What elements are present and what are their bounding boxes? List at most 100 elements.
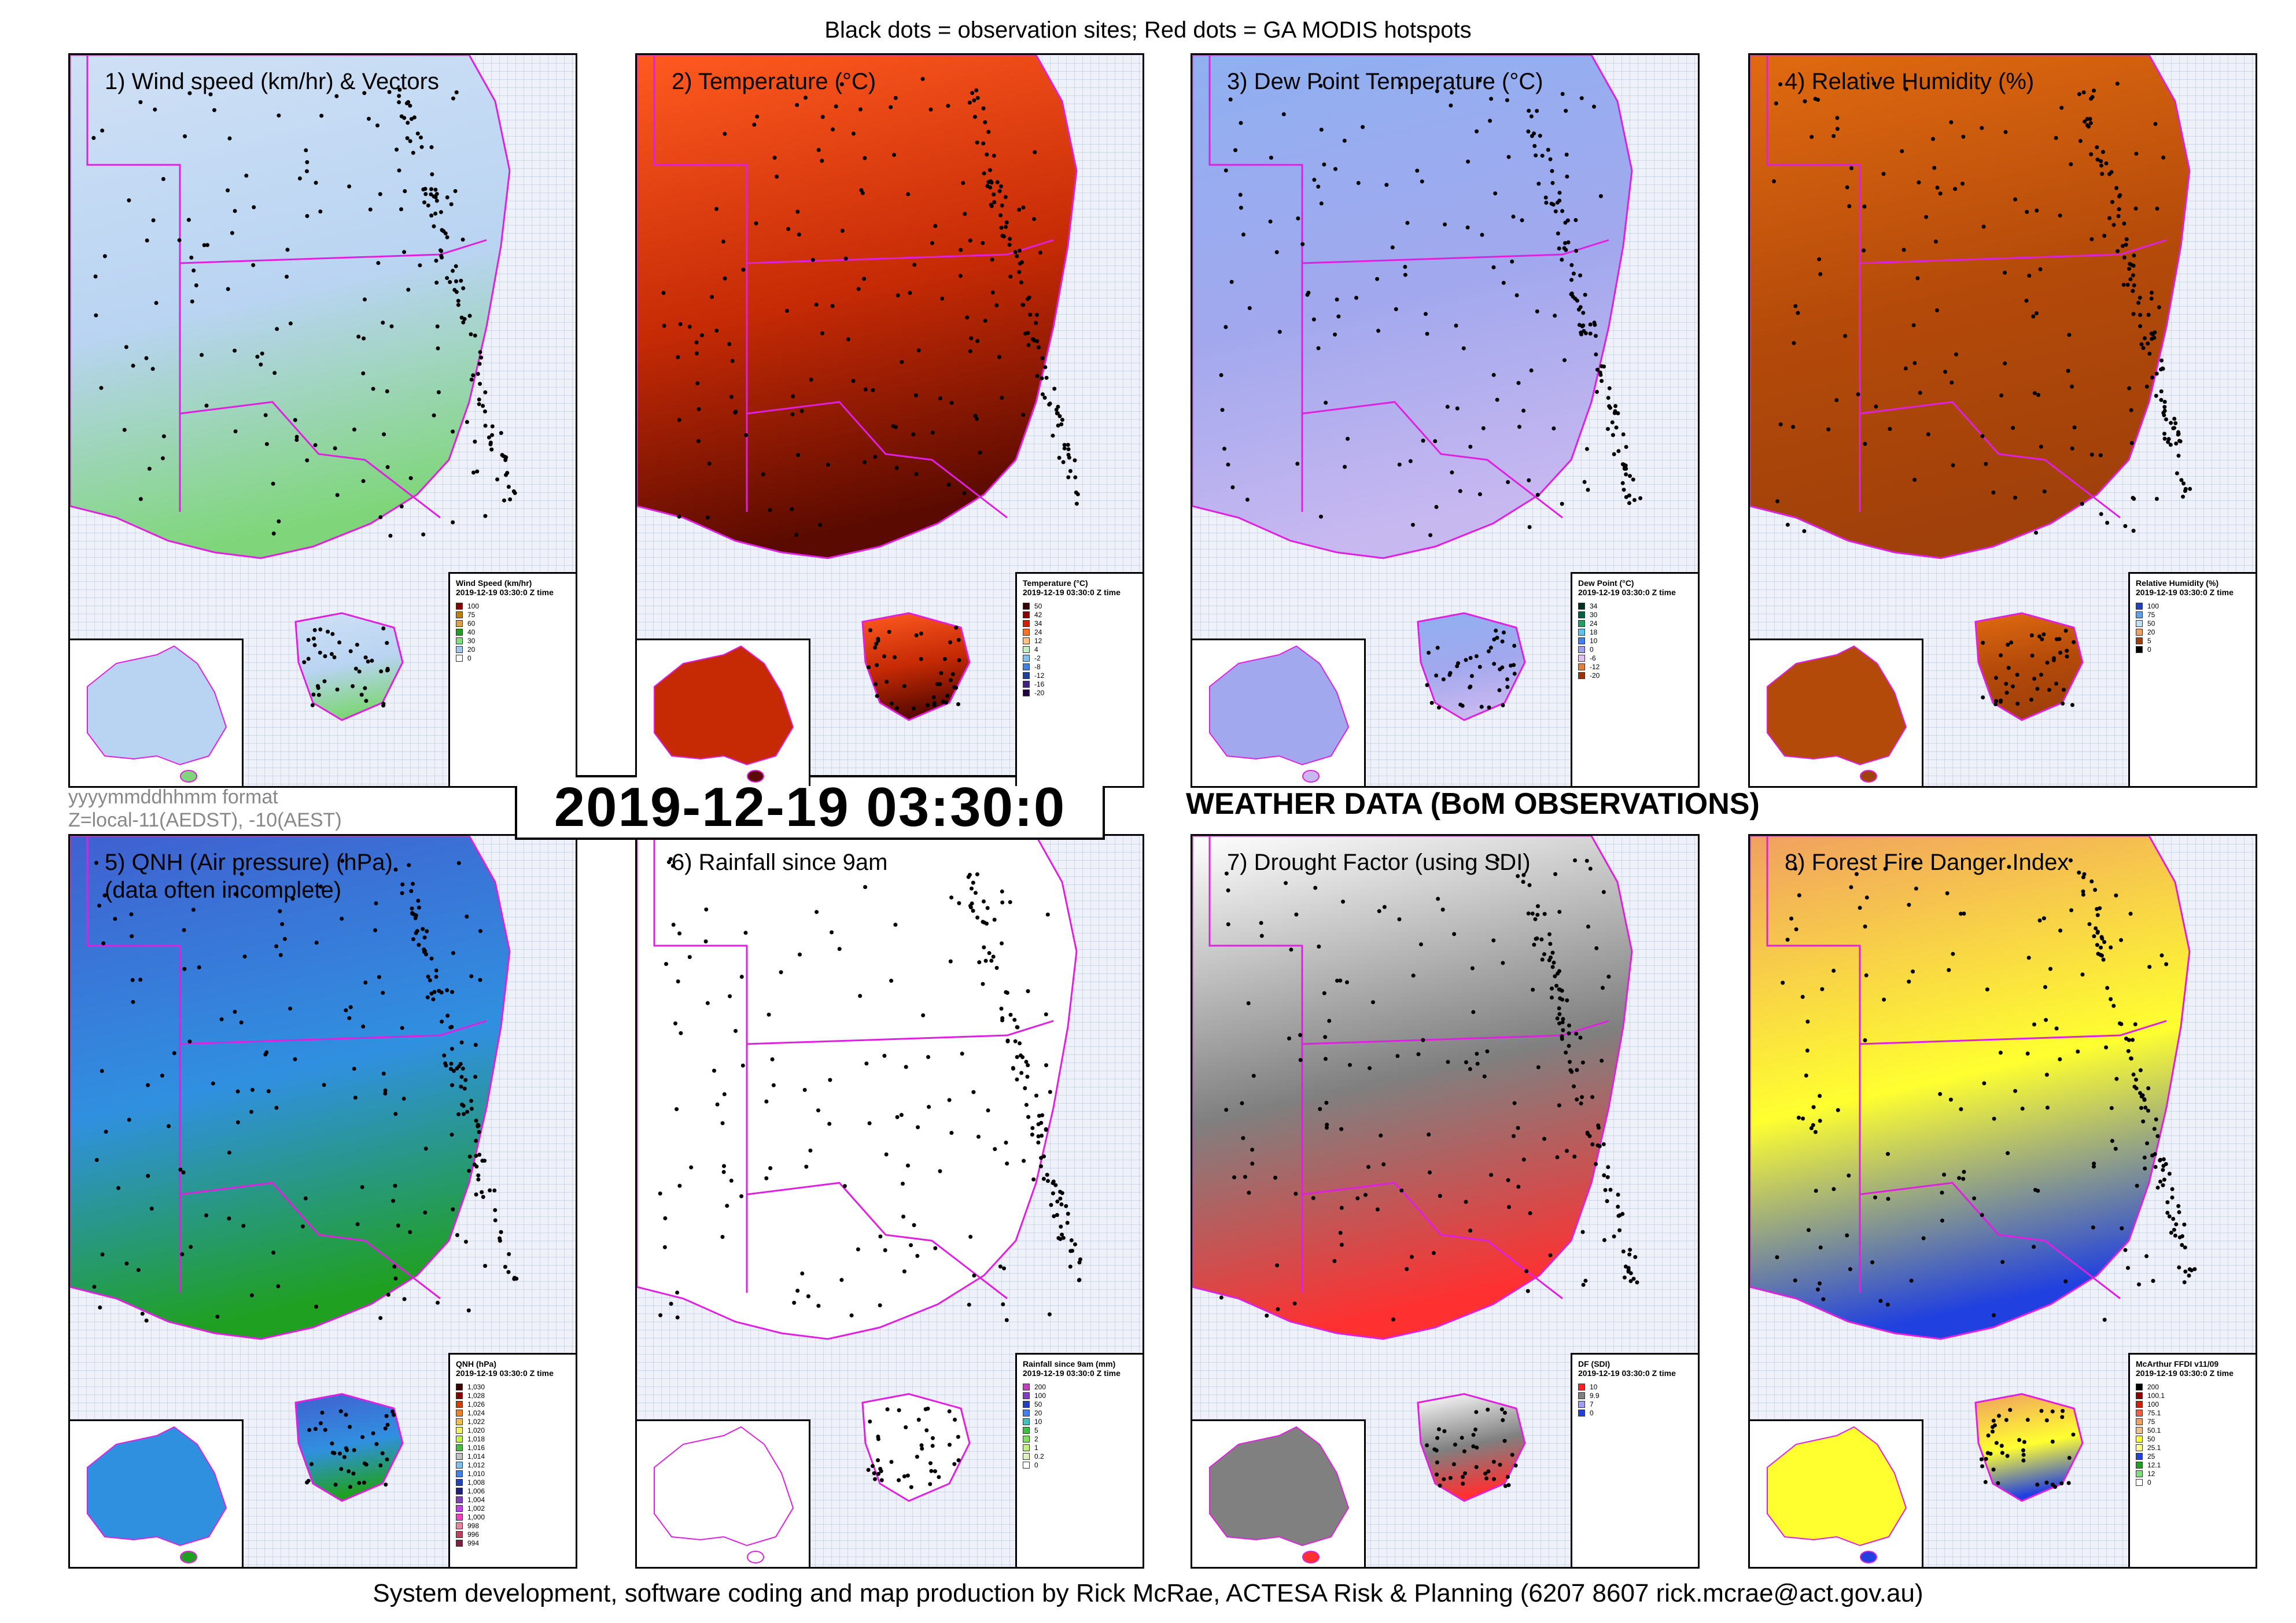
observation-site-dot — [661, 290, 666, 295]
observation-site-dot — [873, 455, 878, 459]
observation-site-dot — [1464, 1200, 1468, 1204]
legend-swatch — [1578, 1383, 1585, 1390]
observation-site-dot — [1229, 279, 1234, 284]
observation-site-dot — [449, 1133, 454, 1137]
observation-site-dot — [950, 672, 955, 676]
panel-title: 2) Temperature (°C) — [672, 69, 876, 94]
observation-site-dot — [1318, 83, 1323, 88]
observation-site-dot — [804, 95, 808, 100]
observation-site-dot — [461, 286, 466, 290]
observation-site-dot — [423, 1210, 427, 1215]
observation-site-dot — [2004, 1418, 2008, 1422]
observation-site-dot — [1594, 334, 1598, 338]
observation-site-dot — [1324, 400, 1328, 405]
legend-row: 30 — [1578, 610, 1692, 619]
observation-site-dot — [443, 1061, 448, 1065]
observation-site-dot — [1435, 89, 1439, 93]
observation-site-dot — [2121, 244, 2125, 248]
legend-label: 10 — [1590, 636, 1598, 645]
observation-site-dot — [445, 276, 449, 281]
observation-site-dot — [967, 100, 972, 105]
observation-site-dot — [1991, 1467, 1996, 1472]
legend-swatch — [456, 1418, 463, 1425]
observation-site-dot — [1316, 346, 1321, 351]
observation-site-dot — [2111, 1004, 2116, 1008]
observation-site-dot — [436, 346, 440, 351]
observation-site-dot — [2021, 1448, 2025, 1452]
observation-site-dot — [820, 158, 824, 163]
observation-site-dot — [668, 857, 673, 861]
observation-site-dot — [998, 1264, 1003, 1269]
legend-row: 50.1 — [2136, 1426, 2250, 1434]
observation-site-dot — [710, 294, 714, 299]
legend-label: 30 — [467, 636, 476, 645]
observation-site-dot — [663, 1216, 668, 1220]
observation-site-dot — [723, 131, 727, 136]
observation-site-dot — [744, 433, 749, 437]
observation-site-dot — [138, 100, 143, 105]
observation-site-dot — [1051, 433, 1055, 438]
observation-site-dot — [863, 387, 868, 392]
legend-label: 1,006 — [467, 1486, 485, 1495]
observation-site-dot — [1012, 1017, 1017, 1022]
observation-site-dot — [1792, 341, 1796, 345]
observation-site-dot — [2134, 1078, 2138, 1082]
observation-site-dot — [347, 1016, 352, 1020]
observation-site-dot — [473, 333, 477, 338]
observation-site-dot — [952, 685, 957, 689]
observation-site-dot — [1597, 1144, 1602, 1149]
observation-site-dot — [1598, 194, 1603, 198]
observation-site-dot — [411, 150, 415, 155]
observation-site-dot — [1805, 1048, 1809, 1053]
observation-site-dot — [740, 1063, 745, 1068]
legend-label: 5 — [1034, 1426, 1038, 1434]
legend-row: 40 — [456, 628, 570, 636]
observation-site-dot — [2178, 439, 2183, 444]
observation-site-dot — [1985, 1451, 1990, 1455]
observation-site-dot — [2138, 324, 2142, 329]
australia-inset-map — [1750, 639, 1923, 786]
map-panel-dew-point: 3) Dew Point Temperature (°C) Dew Point (… — [1191, 53, 1700, 788]
legend-label: 100 — [2147, 602, 2159, 610]
observation-site-dot — [2102, 234, 2107, 238]
observation-site-dot — [493, 1218, 497, 1223]
observation-site-dot — [1602, 1238, 1606, 1242]
legend-label: 20 — [467, 645, 476, 654]
observation-site-dot — [2155, 1134, 2160, 1138]
observation-site-dot — [1425, 1443, 1429, 1448]
legend-row: 1,028 — [456, 1391, 570, 1400]
observation-site-dot — [1775, 499, 1780, 504]
observation-site-dot — [799, 409, 804, 413]
observation-site-dot — [1818, 1281, 1822, 1286]
observation-site-dot — [476, 1173, 481, 1178]
observation-site-dot — [330, 632, 335, 636]
observation-site-dot — [1583, 1278, 1588, 1283]
observation-site-dot — [1035, 312, 1039, 317]
panel-title: 6) Rainfall since 9am — [672, 850, 888, 875]
observation-site-dot — [851, 379, 856, 383]
state-borders — [653, 836, 1054, 1300]
legend-swatch — [1023, 1426, 1030, 1434]
legend-row: 100 — [1023, 1391, 1137, 1400]
observation-site-dot — [1004, 220, 1009, 225]
observation-site-dot — [948, 640, 952, 644]
observation-site-dot — [255, 355, 260, 359]
observation-site-dot — [471, 470, 476, 475]
map-canvas — [637, 836, 1082, 1502]
observation-site-dot — [1433, 439, 1438, 444]
observation-site-dot — [1540, 153, 1545, 158]
observation-site-dot — [451, 1207, 455, 1212]
observation-site-dot — [1449, 103, 1453, 108]
observation-site-dot — [2053, 1485, 2058, 1489]
observation-site-dot — [1464, 658, 1468, 662]
legend-row: 50 — [2136, 619, 2250, 628]
observation-site-dot — [2114, 1076, 2119, 1081]
observation-site-dot — [364, 1462, 368, 1467]
observation-site-dot — [297, 176, 302, 180]
observation-site-dot — [474, 1119, 478, 1123]
observation-site-dot — [1935, 308, 1939, 312]
legend-label: 1,000 — [467, 1513, 485, 1521]
observation-site-dot — [208, 92, 213, 97]
observation-site-dot — [1564, 152, 1569, 157]
observation-site-dot — [1031, 217, 1036, 222]
